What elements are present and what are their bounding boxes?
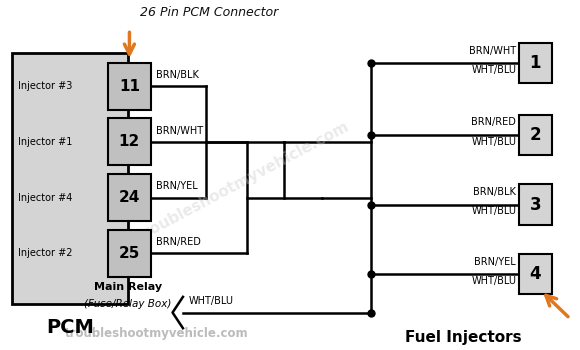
Text: BRN/RED: BRN/RED <box>472 117 516 127</box>
Bar <box>108 63 151 110</box>
Text: PCM: PCM <box>46 318 94 337</box>
Text: 26 Pin PCM Connector: 26 Pin PCM Connector <box>140 6 278 19</box>
Text: 25: 25 <box>119 246 140 261</box>
Text: BRN/YEL: BRN/YEL <box>474 257 516 267</box>
Text: BRN/BLK: BRN/BLK <box>473 187 516 197</box>
Text: 11: 11 <box>119 78 140 93</box>
Text: troubleshootmyvehicle.com: troubleshootmyvehicle.com <box>135 119 353 244</box>
Bar <box>108 118 151 165</box>
Text: Injector #2: Injector #2 <box>18 248 72 258</box>
Bar <box>519 43 552 83</box>
Bar <box>108 174 151 221</box>
Text: 3: 3 <box>530 196 541 213</box>
Text: WHT/BLU: WHT/BLU <box>471 206 516 216</box>
Text: Fuel Injectors: Fuel Injectors <box>405 330 522 345</box>
Bar <box>519 115 552 155</box>
Text: 4: 4 <box>530 265 541 283</box>
Text: WHT/BLU: WHT/BLU <box>188 295 234 306</box>
Text: WHT/BLU: WHT/BLU <box>471 276 516 286</box>
Text: WHT/BLU: WHT/BLU <box>471 65 516 75</box>
Text: BRN/YEL: BRN/YEL <box>156 181 198 191</box>
Text: 2: 2 <box>530 126 541 144</box>
Text: Main Relay: Main Relay <box>94 282 162 292</box>
Text: (Fuse/Relay Box): (Fuse/Relay Box) <box>84 299 172 309</box>
Text: 12: 12 <box>119 134 140 149</box>
Text: Injector #3: Injector #3 <box>18 81 72 91</box>
Bar <box>12 53 128 304</box>
Text: WHT/BLU: WHT/BLU <box>471 136 516 147</box>
Bar <box>108 230 151 277</box>
Text: Injector #4: Injector #4 <box>18 193 72 203</box>
Text: BRN/RED: BRN/RED <box>156 237 201 247</box>
Bar <box>519 254 552 294</box>
Text: 24: 24 <box>119 190 140 205</box>
Text: BRN/WHT: BRN/WHT <box>156 126 203 135</box>
Text: 1: 1 <box>530 54 541 72</box>
Text: BRN/WHT: BRN/WHT <box>469 46 516 56</box>
Bar <box>519 184 552 225</box>
Text: BRN/BLK: BRN/BLK <box>156 70 198 80</box>
Text: troubleshootmyvehicle.com: troubleshootmyvehicle.com <box>65 327 249 341</box>
Text: Injector #1: Injector #1 <box>18 137 72 147</box>
